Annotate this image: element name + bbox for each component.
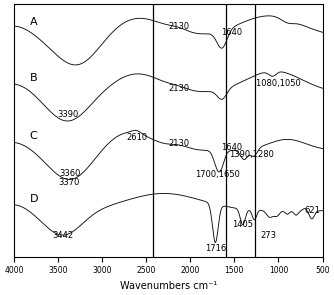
Text: 273: 273 (261, 231, 277, 240)
Text: 3442: 3442 (52, 231, 74, 240)
Text: 2130: 2130 (168, 83, 189, 93)
Text: D: D (30, 194, 38, 204)
Text: B: B (30, 73, 37, 83)
Text: 3370: 3370 (58, 178, 79, 187)
Text: 1080,1​050: 1080,1​050 (256, 79, 301, 88)
Text: A: A (30, 17, 37, 27)
Text: 2130: 2130 (168, 139, 189, 148)
Text: 3390: 3390 (57, 110, 78, 119)
Text: 1716: 1716 (205, 244, 226, 253)
Text: 621: 621 (304, 206, 320, 215)
Text: 1700,1650: 1700,1650 (195, 170, 240, 179)
X-axis label: Wavenumbers cm⁻¹: Wavenumbers cm⁻¹ (120, 281, 217, 291)
Text: 1640: 1640 (221, 143, 242, 152)
Text: C: C (30, 131, 37, 141)
Text: 2610: 2610 (126, 133, 147, 142)
Text: 1640: 1640 (221, 27, 243, 37)
Text: 1390,1280: 1390,1280 (229, 150, 274, 159)
Text: 3360: 3360 (60, 169, 81, 178)
Text: 1405: 1405 (232, 220, 253, 229)
Text: 2130: 2130 (168, 22, 189, 31)
